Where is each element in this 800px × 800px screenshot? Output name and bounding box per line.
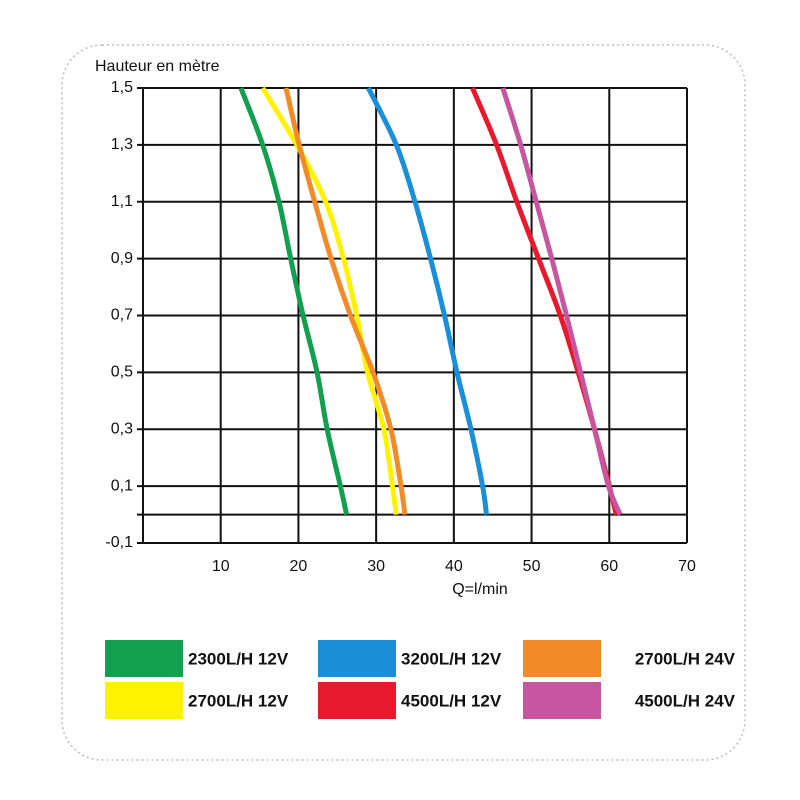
series-line: [500, 87, 623, 516]
legend-swatch: [523, 682, 601, 719]
y-tick-label: 0,3: [111, 420, 133, 437]
legend-label: 4500L/H 12V: [401, 691, 502, 710]
y-tick-label: 1,1: [111, 193, 133, 210]
series-line: [238, 87, 350, 516]
series-line: [283, 87, 408, 515]
legend-label: 2700L/H 12V: [188, 691, 289, 710]
y-tick-label: 0,1: [111, 477, 133, 494]
frame-border: [61, 44, 746, 761]
x-tick-label: 30: [367, 558, 385, 575]
series-line: [366, 86, 489, 515]
y-tick-label: -0,1: [105, 534, 133, 551]
legend-label: 2700L/H 24V: [635, 649, 736, 668]
y-tick-label: 0,5: [111, 364, 133, 381]
legend-label: 2300L/H 12V: [188, 649, 289, 668]
x-tick-label: 70: [678, 558, 696, 575]
x-axis-label: Q=l/min: [452, 581, 508, 598]
legend-label: 3200L/H 12V: [401, 649, 502, 668]
legend-label: 4500L/H 24V: [635, 691, 736, 710]
y-tick-label: 1,3: [111, 136, 133, 153]
x-tick-label: 40: [445, 558, 463, 575]
y-tick-label: 1,5: [111, 79, 133, 96]
series-line: [470, 87, 619, 516]
legend-swatch: [105, 682, 183, 719]
legend-swatch: [318, 682, 396, 719]
y-axis-label: Hauteur en mètre: [95, 58, 220, 75]
y-tick-label: 0,7: [111, 307, 133, 324]
legend-swatch: [105, 640, 183, 677]
x-tick-label: 60: [600, 558, 618, 575]
legend-swatch: [523, 640, 601, 677]
x-tick-label: 20: [290, 558, 308, 575]
x-tick-label: 50: [523, 558, 541, 575]
x-tick-label: 10: [212, 558, 230, 575]
legend-swatch: [318, 640, 396, 677]
y-tick-label: 0,9: [111, 250, 133, 267]
